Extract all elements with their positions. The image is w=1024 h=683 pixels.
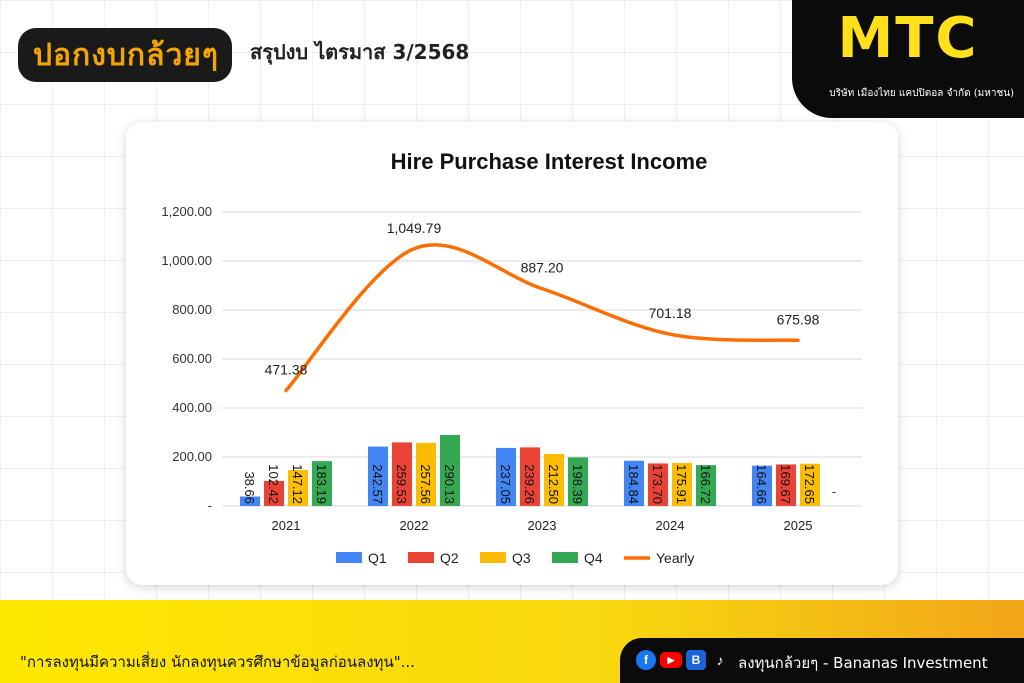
- x-tick-label: 2021: [272, 518, 301, 533]
- bar-q2: [392, 442, 412, 506]
- footer-brand-text: ลงทุนกล้วยๆ - Bananas Investment: [738, 654, 988, 672]
- legend-label: Q1: [368, 550, 387, 566]
- youtube-icon[interactable]: ▶: [660, 652, 682, 668]
- legend-label: Q4: [584, 550, 603, 566]
- bar-value-label: 259.53: [394, 464, 409, 504]
- yearly-line-group: [284, 243, 800, 393]
- x-tick-label: 2025: [784, 518, 813, 533]
- bar-value-label: 198.39: [570, 464, 585, 504]
- yearly-value-label: 887.20: [521, 260, 564, 276]
- x-tick-label: 2022: [400, 518, 429, 533]
- bar-q1: [368, 446, 388, 506]
- bar-q3: [288, 469, 308, 506]
- bar-value-label: 166.72: [698, 464, 713, 504]
- legend-swatch: [336, 552, 362, 563]
- bar-q3: [672, 462, 692, 506]
- bar-value-label: 169.67: [778, 464, 793, 504]
- bar-value-label: 164.66: [754, 464, 769, 504]
- yearly-value-label: 1,049.79: [387, 220, 442, 236]
- y-axis-ticks: - 200.00 400.00 600.00 800.00 1,000.00 1,200.0…: [161, 204, 212, 513]
- legend-label: Q2: [440, 550, 459, 566]
- bar-value-label: 290.13: [442, 464, 457, 504]
- yearly-value-label: 701.18: [649, 305, 692, 321]
- blockdit-icon[interactable]: B: [686, 650, 706, 670]
- facebook-icon[interactable]: f: [636, 650, 656, 670]
- yearly-data-labels: 471.38 1,049.79 887.20 701.18 675.98: [265, 220, 820, 378]
- bar-q1: [496, 447, 516, 506]
- bar-value-label: 242.57: [370, 464, 385, 504]
- brand-logo-text: ปอกงบกล้วยๆ: [32, 37, 219, 73]
- bar-value-label: 38.66: [242, 471, 257, 504]
- legend-swatch: [408, 552, 434, 563]
- bar-q3: [800, 463, 820, 506]
- brand-logo-badge: [18, 28, 232, 82]
- tiktok-icon[interactable]: ♪: [710, 650, 730, 670]
- bar-q3: [416, 442, 436, 506]
- bar-value-label: 237.05: [498, 464, 513, 504]
- y-tick-label: 1,000.00: [161, 253, 212, 268]
- bar-q2: [776, 464, 796, 506]
- chart-title: Hire Purchase Interest Income: [391, 149, 708, 174]
- bar-value-label: 239.26: [522, 464, 537, 504]
- legend-swatch: [552, 552, 578, 563]
- bar-q3: [544, 453, 564, 506]
- yearly-line: [284, 243, 800, 393]
- chart-svg: - 200.00 400.00 600.00 800.00 1,000.00 1,200.0…: [161, 149, 862, 566]
- yearly-value-label: 675.98: [777, 311, 820, 327]
- bar-q4: [568, 457, 588, 506]
- page-title: สรุปงบ ไตรมาส 3/2568: [250, 40, 470, 64]
- bar-q2: [520, 447, 540, 506]
- company-logo: MTC: [837, 6, 979, 71]
- bar-value-label: 102.42: [266, 464, 281, 504]
- legend-label: Yearly: [656, 550, 694, 566]
- social-icons: f ▶ B ♪: [636, 650, 730, 670]
- y-tick-label: 200.00: [172, 449, 212, 464]
- bar-q2: [264, 480, 284, 506]
- bar-value-label: 212.50: [546, 464, 561, 504]
- legend-label: Q3: [512, 550, 531, 566]
- chart-card: - 200.00 400.00 600.00 800.00 1,000.00 1,200.0…: [126, 122, 898, 585]
- bar-value-label: 172.65: [802, 464, 817, 504]
- chart-legend: Q1 Q2 Q3 Q4 Yearly: [336, 550, 694, 566]
- y-tick-label: 600.00: [172, 351, 212, 366]
- y-tick-label: 1,200.00: [161, 204, 212, 219]
- x-tick-label: 2024: [656, 518, 685, 533]
- y-tick-label: 400.00: [172, 400, 212, 415]
- bar-q1: [752, 465, 772, 506]
- brand-logo: ปอกงบกล้วยๆ: [16, 22, 236, 88]
- company-name: บริษัท เมืองไทย แคปปิตอล จำกัด (มหาชน): [829, 88, 1014, 99]
- bar-value-label: 175.91: [674, 464, 689, 504]
- bar-value-label: -: [832, 484, 836, 499]
- bar-value-label: 257.56: [418, 464, 433, 504]
- bar-value-label: 183.19: [314, 464, 329, 504]
- chart-bars: [240, 434, 820, 506]
- y-tick-label: -: [208, 498, 212, 513]
- bar-value-label: 147.12: [290, 464, 305, 504]
- bar-q1: [240, 496, 260, 506]
- yearly-value-label: 471.38: [265, 362, 308, 378]
- bar-q1: [624, 460, 644, 506]
- bar-data-labels: 38.66 242.57 237.05 184.84 164.66 102.42 259.5…: [242, 464, 836, 504]
- legend-swatch: [480, 552, 506, 563]
- bar-q2: [648, 463, 668, 506]
- disclaimer-text: "การลงทุนมีความเสี่ยง นักลงทุนควรศึกษาข้…: [20, 653, 415, 671]
- bar-q4: [440, 434, 460, 506]
- company-badge: MTC บริษัท เมืองไทย แคปปิตอล จำกัด (มหาช…: [792, 0, 1024, 118]
- x-tick-label: 2023: [528, 518, 557, 533]
- x-axis-ticks: 2021 2022 2023 2024 2025: [272, 518, 813, 533]
- bar-q4: [312, 461, 332, 506]
- bar-value-label: 184.84: [626, 464, 641, 504]
- y-tick-label: 800.00: [172, 302, 212, 317]
- footer-brand-bar: f ▶ B ♪ ลงทุนกล้วยๆ - Bananas Investment: [620, 638, 1024, 683]
- bar-q4: [696, 465, 716, 506]
- bar-value-label: 173.70: [650, 464, 665, 504]
